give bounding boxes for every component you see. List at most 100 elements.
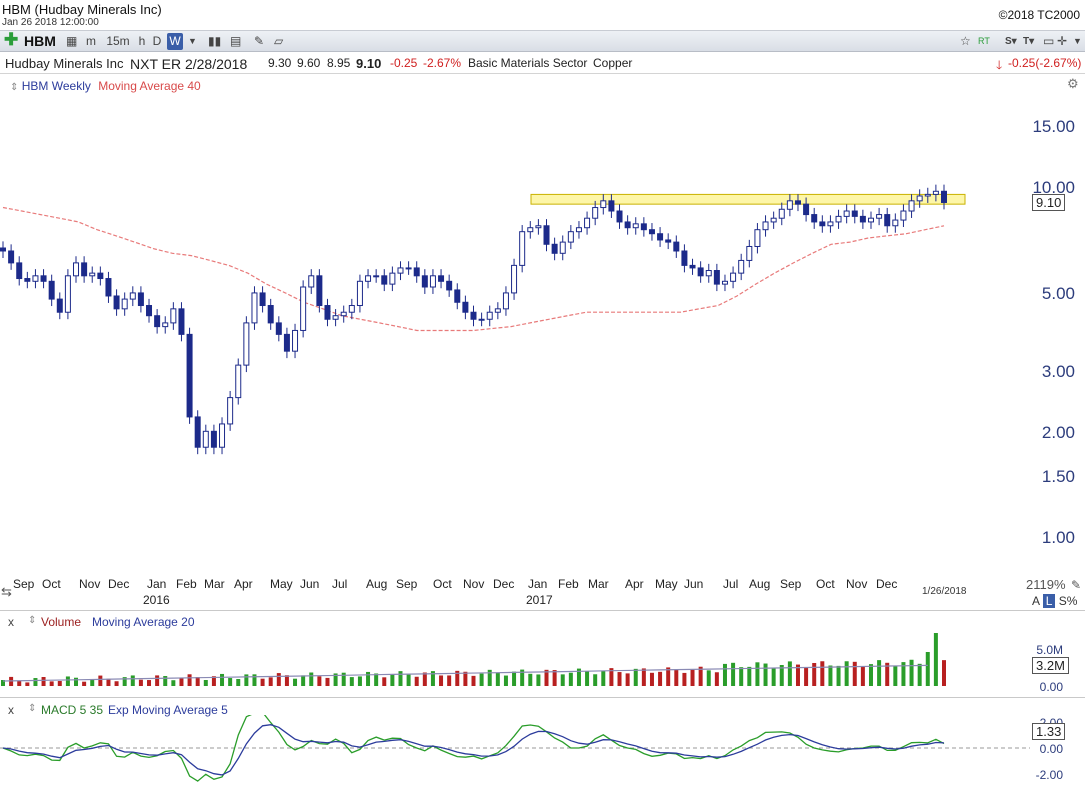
volume-bar <box>374 673 379 686</box>
symbol-field[interactable]: HBM <box>24 33 56 49</box>
candle <box>624 215 631 235</box>
bar-chart-icon[interactable]: ▮▮ <box>208 34 222 48</box>
volume-bar <box>722 663 727 686</box>
x-tick-month: Mar <box>204 577 225 591</box>
volume-ma-label[interactable]: Moving Average 20 <box>92 615 195 629</box>
link-icon[interactable]: ▦ <box>66 34 78 48</box>
macd-label[interactable]: MACD 5 35 <box>41 703 104 717</box>
text-icon[interactable]: T▾ <box>1023 36 1035 47</box>
candle <box>778 202 785 226</box>
realtime-icon[interactable]: RT <box>978 36 990 46</box>
candle <box>292 323 299 359</box>
candle <box>405 261 412 275</box>
volume-bar <box>57 681 62 686</box>
close-volume-icon[interactable]: x <box>8 615 14 629</box>
macd-signal-line <box>2 724 945 776</box>
volume-bar <box>503 675 508 686</box>
scale-log-button[interactable]: L <box>1042 594 1056 608</box>
low-price: 8.95 <box>327 56 351 70</box>
interval-h-button[interactable]: h <box>138 34 146 48</box>
scale-percent-button[interactable]: S% <box>1058 594 1078 608</box>
candle <box>129 286 136 307</box>
candle <box>105 271 112 303</box>
volume-bar <box>560 674 565 686</box>
candle <box>559 235 566 261</box>
scale-auto-button[interactable]: A <box>1032 594 1040 608</box>
volume-bar <box>228 678 233 686</box>
scroll-arrows-icon[interactable]: ⇆ <box>1 584 12 599</box>
crosshair-icon[interactable]: ✛ <box>1057 34 1068 48</box>
candle <box>300 280 307 338</box>
moving-average-line <box>2 206 945 332</box>
interval-15m-button[interactable]: 15m <box>106 34 130 48</box>
volume-last-label: 3.2M <box>1032 657 1069 674</box>
macd-drag-icon[interactable]: ⇕ <box>28 703 37 714</box>
layout-icon[interactable]: ▭ <box>1043 34 1055 48</box>
volume-bar <box>349 677 354 686</box>
volume-bar <box>74 677 79 686</box>
candle <box>592 200 599 226</box>
eraser-icon[interactable]: ▱ <box>274 34 284 48</box>
x-tick-month: Sep <box>396 577 418 591</box>
volume-bar <box>487 669 492 686</box>
volume-chart <box>1 633 946 686</box>
candle <box>381 269 388 292</box>
x-tick-month: Aug <box>749 577 771 591</box>
candle <box>275 316 282 342</box>
volume-bar <box>309 672 314 686</box>
candle <box>81 256 88 283</box>
volume-drag-icon[interactable]: ⇕ <box>28 615 37 626</box>
percent-change: -2.67% <box>423 56 462 70</box>
volume-bar <box>171 680 176 686</box>
interval-d-button[interactable]: D <box>152 34 162 48</box>
candle <box>616 204 623 229</box>
volume-bar <box>795 664 800 686</box>
volume-header: x ⇕ Volume Moving Average 20 <box>0 612 1030 632</box>
draw-pen-icon[interactable]: ✎ <box>254 34 265 48</box>
candle <box>892 213 899 233</box>
interval-dropdown-icon[interactable]: ▼ <box>188 36 197 46</box>
drag-handle-icon[interactable]: ⇕ <box>10 82 19 93</box>
volume-bar <box>244 674 249 686</box>
volume-bar <box>812 662 817 686</box>
more-dropdown-icon[interactable]: ▼ <box>1073 36 1082 46</box>
favorite-star-icon[interactable]: ☆ <box>960 34 971 48</box>
candle <box>657 227 664 247</box>
x-tick-month: Aug <box>366 577 388 591</box>
volume-bar <box>82 681 87 686</box>
volume-bar <box>739 667 744 686</box>
volume-bar <box>122 677 127 686</box>
interval-w-button[interactable]: W <box>167 33 183 50</box>
candle <box>340 305 347 323</box>
legend-ma[interactable]: Moving Average 40 <box>98 79 201 93</box>
settings-gear-icon[interactable]: ⚙ <box>1067 76 1079 91</box>
candle <box>519 225 526 273</box>
candle <box>56 292 63 320</box>
pane-separator <box>0 697 1085 698</box>
volume-bar <box>552 670 557 686</box>
legend-series[interactable]: HBM Weekly <box>21 79 91 93</box>
candle <box>324 298 331 327</box>
scale-edit-icon[interactable]: ✎ <box>1071 578 1082 592</box>
candle <box>803 197 810 222</box>
volume-bar <box>877 660 882 686</box>
grid-icon[interactable]: ▤ <box>230 34 242 48</box>
candle <box>721 274 728 292</box>
volume-bar <box>820 661 825 686</box>
close-macd-icon[interactable]: x <box>8 703 14 717</box>
volume-bar <box>714 672 719 686</box>
resistance-band[interactable] <box>530 193 966 205</box>
macd-ma-label[interactable]: Exp Moving Average 5 <box>108 703 228 717</box>
interval-m-button[interactable]: m <box>86 34 96 48</box>
volume-bar <box>293 678 298 686</box>
candle <box>527 221 534 239</box>
candle <box>770 211 777 229</box>
open-price: 9.30 <box>268 56 292 70</box>
volume-label[interactable]: Volume <box>41 615 82 629</box>
candle <box>438 269 445 289</box>
volume-bar <box>90 679 95 686</box>
candle <box>730 266 737 289</box>
add-symbol-icon[interactable]: ✚ <box>4 30 19 49</box>
scan-icon[interactable]: S▾ <box>1005 36 1017 47</box>
candle <box>941 184 947 210</box>
